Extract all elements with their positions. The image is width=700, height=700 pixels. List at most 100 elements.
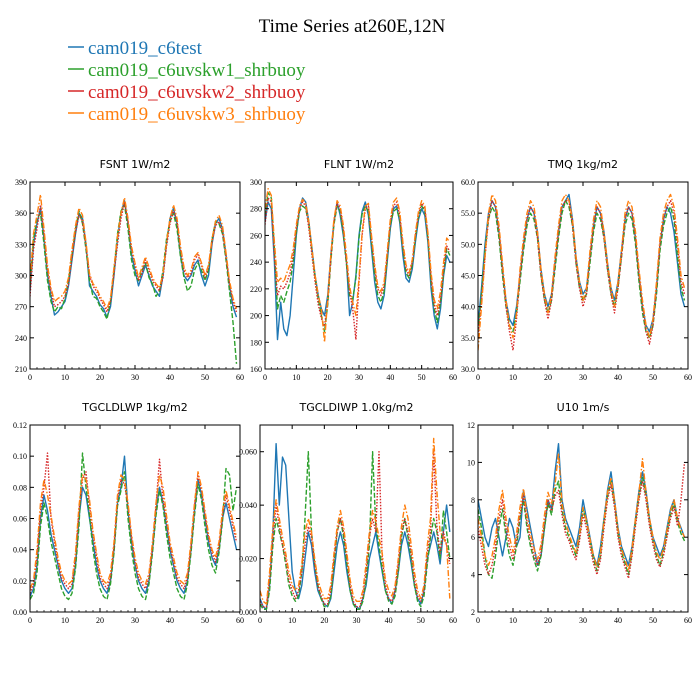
y-tick-label: 60.0 <box>461 178 475 187</box>
y-tick-label: 0.00 <box>13 608 27 617</box>
chart-panel: TGCLDIWP 1.0kg/m20 10 20 30 40 50 600.0000.020… <box>239 401 457 625</box>
panel-title: FLNT 1W/m2 <box>324 158 394 171</box>
x-tick-label: 20 <box>96 616 104 625</box>
legend-label: cam019_c6uvskw2_shrbuoy <box>88 82 306 103</box>
series-line <box>30 199 238 318</box>
panel-title: FSNT 1W/m2 <box>100 158 171 171</box>
y-tick-label: 4 <box>471 571 475 580</box>
y-tick-label: 0.08 <box>13 483 27 492</box>
series-line <box>478 476 686 579</box>
series-group <box>478 193 686 351</box>
chart-panel: FSNT 1W/m2 0 10 20 30 40 50 60 210 240 270 300 330 36… <box>15 158 244 382</box>
y-tick-label: 0.020 <box>239 555 257 564</box>
x-tick-label: 10 <box>288 616 296 625</box>
series-line <box>30 452 238 601</box>
x-tick-label: 0 <box>28 616 32 625</box>
y-tick-label: 40.0 <box>461 303 475 312</box>
x-tick-label: 30 <box>131 616 139 625</box>
x-tick-label: 0 <box>476 616 480 625</box>
x-tick-label: 40 <box>166 616 174 625</box>
y-tick-label: 0.000 <box>239 608 257 617</box>
x-tick-label: 50 <box>201 616 209 625</box>
x-tick-label: 60 <box>236 616 244 625</box>
x-tick-label: 30 <box>579 616 587 625</box>
y-tick-label: 0.040 <box>239 501 257 510</box>
legend: cam019_c6test cam019_c6uvskw1_shrbuoy ca… <box>68 38 306 125</box>
y-tick-label: 240 <box>15 334 27 343</box>
figure-title: Time Series at260E,12N <box>259 16 446 37</box>
y-tick-label: 270 <box>15 303 27 312</box>
x-tick-label: 50 <box>418 373 426 382</box>
panels: FSNT 1W/m20 10 20 30 40 50 6021024027030033036… <box>13 158 692 625</box>
y-tick-label: 260 <box>250 231 262 240</box>
series-line <box>478 199 686 351</box>
series-line <box>478 193 686 333</box>
series-group <box>30 452 238 601</box>
x-tick-label: 60 <box>684 616 692 625</box>
x-tick-label: 20 <box>544 616 552 625</box>
y-tick-label: 360 <box>15 209 27 218</box>
x-tick-label: 10 <box>509 373 517 382</box>
series-line <box>260 451 451 608</box>
x-tick-label: 40 <box>386 373 394 382</box>
x-tick-label: 30 <box>355 373 363 382</box>
series-line <box>30 204 238 364</box>
x-tick-label: 40 <box>166 373 174 382</box>
y-tick-label: 330 <box>15 240 27 249</box>
legend-entry: cam019_c6uvskw3_shrbuoy <box>68 104 306 125</box>
panel-title: U10 1m/s <box>557 401 610 414</box>
series-group <box>265 187 451 343</box>
x-tick-label: 0 <box>263 373 267 382</box>
series-line <box>265 187 451 343</box>
series-line <box>265 191 451 333</box>
x-tick-label: 60 <box>236 373 244 382</box>
y-tick-label: 390 <box>15 178 27 187</box>
y-tick-label: 0.10 <box>13 452 27 461</box>
x-tick-label: 20 <box>96 373 104 382</box>
x-tick-label: 50 <box>201 373 209 382</box>
x-tick-label: 20 <box>320 616 328 625</box>
y-tick-label: 240 <box>250 258 262 267</box>
x-tick-label: 30 <box>131 373 139 382</box>
x-tick-label: 10 <box>61 616 69 625</box>
y-tick-label: 0.04 <box>13 546 27 555</box>
y-tick-label: 45.0 <box>461 272 475 281</box>
x-tick-label: 10 <box>509 616 517 625</box>
x-tick-label: 50 <box>417 616 425 625</box>
series-line <box>265 197 451 341</box>
y-tick-label: 2 <box>471 608 475 617</box>
y-tick-label: 0.06 <box>13 515 27 524</box>
series-line <box>478 193 686 351</box>
x-tick-label: 50 <box>649 616 657 625</box>
y-tick-label: 55.0 <box>461 209 475 218</box>
y-tick-label: 200 <box>250 312 262 321</box>
y-tick-label: 220 <box>250 285 262 294</box>
y-tick-label: 8 <box>471 496 475 505</box>
chart-panel: U10 1m/s 0 10 20 30 40 50 60 2 4 6 8 10 12 <box>467 401 692 625</box>
x-tick-label: 50 <box>649 373 657 382</box>
panel-title: TGCLDLWP 1kg/m2 <box>81 401 187 414</box>
x-tick-label: 40 <box>614 616 622 625</box>
series-line <box>30 471 238 589</box>
legend-label: cam019_c6uvskw1_shrbuoy <box>88 60 306 81</box>
x-tick-label: 60 <box>684 373 692 382</box>
series-line <box>478 452 686 572</box>
x-tick-label: 60 <box>449 616 457 625</box>
x-tick-label: 0 <box>476 373 480 382</box>
y-tick-label: 0.02 <box>13 577 27 586</box>
legend-entry: cam019_c6test <box>68 38 203 59</box>
chart-panel: FLNT 1W/m2 0 10 20 30 40 50 60 160 180 200 220 240 26… <box>250 158 457 382</box>
legend-label: cam019_c6test <box>88 38 203 59</box>
series-line <box>30 193 238 310</box>
x-tick-label: 0 <box>258 616 262 625</box>
x-tick-label: 40 <box>385 616 393 625</box>
series-line <box>260 437 451 605</box>
series-line <box>260 443 451 610</box>
y-tick-label: 10 <box>467 458 475 467</box>
y-tick-label: 210 <box>15 365 27 374</box>
series-line <box>30 202 238 313</box>
y-tick-label: 6 <box>471 533 475 542</box>
legend-entry: cam019_c6uvskw1_shrbuoy <box>68 60 306 81</box>
series-line <box>478 199 686 339</box>
